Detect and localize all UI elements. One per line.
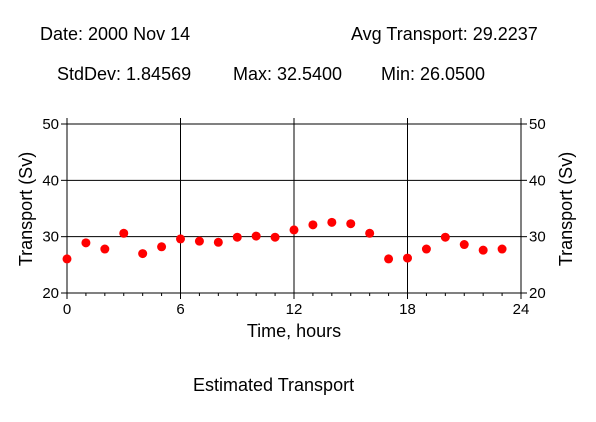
y-axis-label-right: Transport (Sv) — [556, 152, 576, 266]
data-points — [62, 217, 507, 264]
data-point — [327, 217, 337, 227]
y-axis-label-left: Transport (Sv) — [16, 152, 36, 266]
x-axis-label: Time, hours — [247, 321, 341, 341]
data-point — [403, 253, 412, 263]
data-point — [213, 237, 223, 247]
x-tick-label: 0 — [63, 301, 71, 318]
data-point — [308, 220, 318, 230]
y-tick-label-right: 30 — [529, 229, 546, 246]
data-point — [157, 242, 167, 252]
chart-caption: Estimated Transport — [193, 375, 355, 395]
x-tick-label: 6 — [176, 301, 184, 318]
data-point — [138, 249, 148, 259]
data-point — [289, 225, 299, 235]
x-tick-label: 24 — [513, 301, 530, 318]
y-tick-label-left: 30 — [42, 229, 59, 246]
data-point — [421, 244, 431, 254]
data-point — [176, 234, 185, 244]
date-label: Date: 2000 Nov 14 — [40, 24, 191, 44]
data-point — [440, 232, 450, 242]
data-point — [365, 228, 375, 238]
data-point — [119, 228, 129, 238]
data-point — [346, 219, 356, 229]
data-point — [62, 254, 72, 264]
x-tick-label: 12 — [286, 301, 303, 318]
y-tick-label-right: 40 — [529, 172, 546, 189]
x-tick-label: 18 — [399, 301, 416, 318]
stddev-label: StdDev: 1.84569 — [57, 64, 192, 84]
data-point — [232, 232, 242, 242]
data-point — [81, 238, 91, 248]
data-point — [270, 232, 280, 242]
data-point — [497, 244, 507, 254]
min-label: Min: 26.0500 — [381, 64, 486, 84]
y-tick-label-left: 40 — [42, 172, 59, 189]
grid — [67, 124, 521, 293]
avg-transport-label: Avg Transport: 29.2237 — [351, 24, 538, 44]
data-point — [100, 244, 110, 254]
data-point — [384, 254, 394, 264]
y-tick-label-right: 50 — [529, 116, 546, 133]
max-label: Max: 32.5400 — [233, 64, 343, 84]
data-point — [251, 231, 261, 241]
y-tick-label-left: 50 — [42, 116, 59, 133]
data-point — [459, 240, 469, 250]
data-point — [478, 245, 488, 255]
data-point — [194, 236, 204, 246]
y-tick-label-right: 20 — [529, 285, 546, 302]
y-tick-label-left: 20 — [42, 285, 59, 302]
